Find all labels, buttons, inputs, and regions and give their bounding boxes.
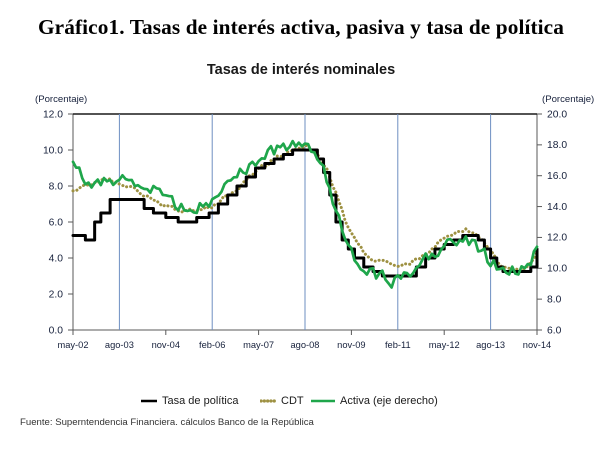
svg-text:may-07: may-07 [243,340,274,350]
svg-text:(Porcentaje): (Porcentaje) [35,94,87,105]
svg-text:ago-03: ago-03 [105,340,134,350]
svg-text:nov-09: nov-09 [337,340,365,350]
svg-text:nov-14: nov-14 [523,340,551,350]
svg-text:ago-08: ago-08 [291,340,320,350]
svg-text:20.0: 20.0 [547,109,567,120]
svg-text:6.0: 6.0 [49,217,64,228]
svg-text:feb-11: feb-11 [385,340,411,350]
svg-text:ago-13: ago-13 [476,340,505,350]
svg-text:may-02: may-02 [57,340,88,350]
svg-text:nov-04: nov-04 [152,340,180,350]
svg-text:2.0: 2.0 [49,289,64,300]
svg-text:0.0: 0.0 [49,325,64,336]
svg-text:14.0: 14.0 [547,202,567,213]
svg-text:feb-06: feb-06 [199,340,225,350]
svg-text:may-12: may-12 [429,340,460,350]
svg-text:8.0: 8.0 [547,294,562,305]
svg-text:8.0: 8.0 [49,181,64,192]
svg-text:16.0: 16.0 [547,171,567,182]
svg-text:4.0: 4.0 [49,253,64,264]
svg-text:(Porcentaje): (Porcentaje) [542,94,594,105]
svg-text:12.0: 12.0 [43,109,63,120]
svg-text:6.0: 6.0 [547,325,562,336]
svg-text:10.0: 10.0 [547,264,567,275]
svg-text:10.0: 10.0 [43,145,63,156]
svg-text:12.0: 12.0 [547,233,567,244]
svg-text:18.0: 18.0 [547,140,567,151]
